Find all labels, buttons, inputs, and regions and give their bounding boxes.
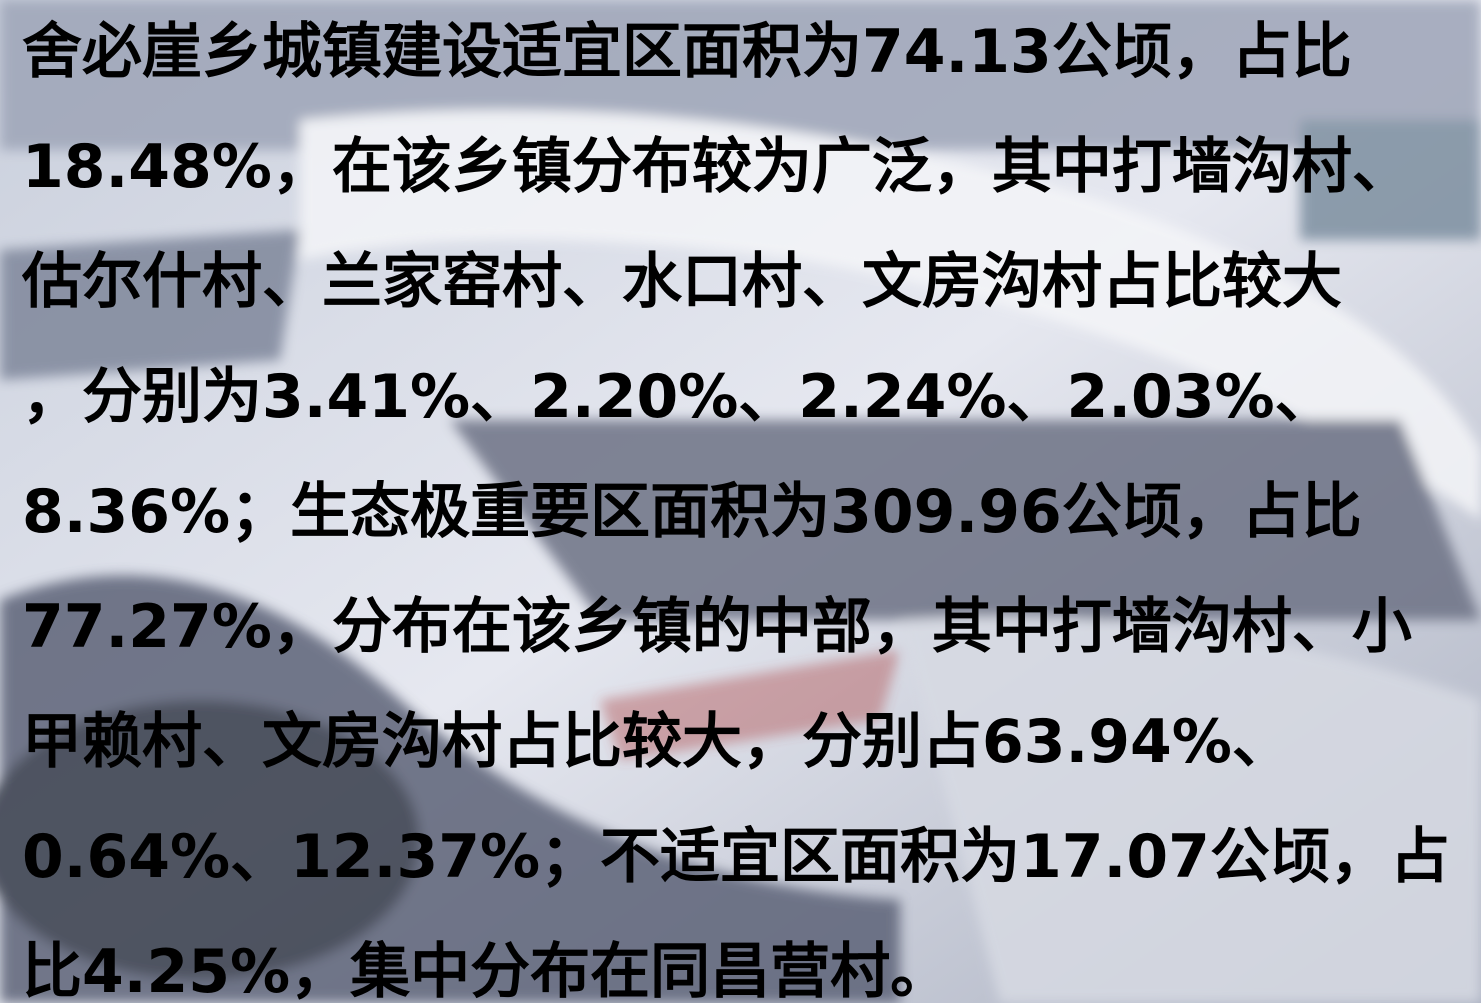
text-overlay: 舍必崖乡城镇建设适宜区面积为74.13公顷，占比 18.48%，在该乡镇分布较为广…: [22, 0, 1481, 1003]
text-line: 舍必崖乡城镇建设适宜区面积为74.13公顷，占比: [22, 17, 1352, 87]
text-line: 0.64%、12.37%；不适宜区面积为17.07公顷，占: [22, 822, 1450, 892]
text-line: 估尔什村、兰家窑村、水口村、文房沟村占比较大: [22, 247, 1342, 317]
text-line: ，分别为3.41%、2.20%、2.24%、2.03%、: [22, 362, 1335, 432]
text-line: 18.48%，在该乡镇分布较为广泛，其中打墙沟村、: [22, 132, 1412, 202]
text-line: 甲赖村、文房沟村占比较大，分别占63.94%、: [22, 707, 1292, 777]
text-line: 比4.25%，集中分布在同昌营村。: [22, 937, 951, 1003]
text-line: 8.36%；生态极重要区面积为309.96公顷，占比: [22, 477, 1362, 547]
text-line: 77.27%，分布在该乡镇的中部，其中打墙沟村、小: [22, 592, 1412, 662]
